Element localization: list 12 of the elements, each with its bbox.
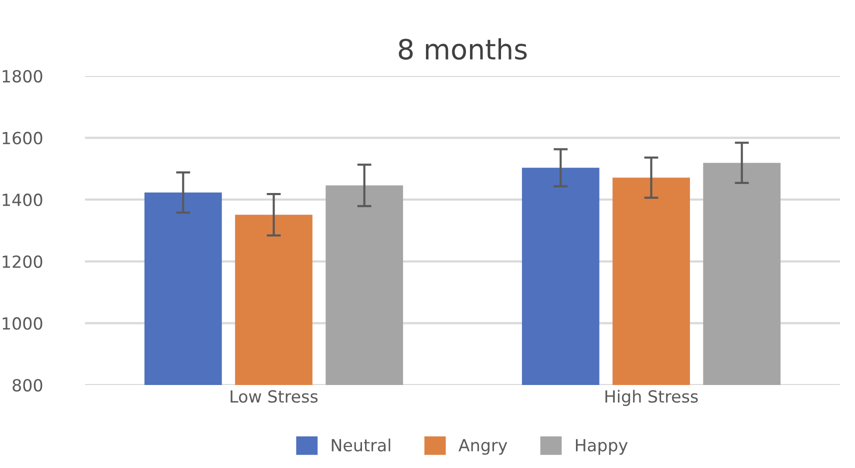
y-tick-label: 1600	[2, 132, 42, 144]
y-tick-label: 800	[12, 378, 42, 392]
y-tick-label: 1400	[2, 194, 42, 206]
x-tick-label: Low Stress	[230, 390, 318, 403]
x-tick-label: High Stress	[605, 390, 698, 406]
y-tick-label: 1200	[2, 255, 42, 268]
legend-label: Angry	[458, 439, 508, 455]
chart-title: 8 months	[398, 38, 527, 60]
legend-label: Neutral	[332, 438, 390, 452]
y-tick-label: 1800	[2, 70, 42, 83]
legend-label: Happy	[576, 439, 628, 455]
y-tick-label: 1000	[2, 317, 42, 330]
